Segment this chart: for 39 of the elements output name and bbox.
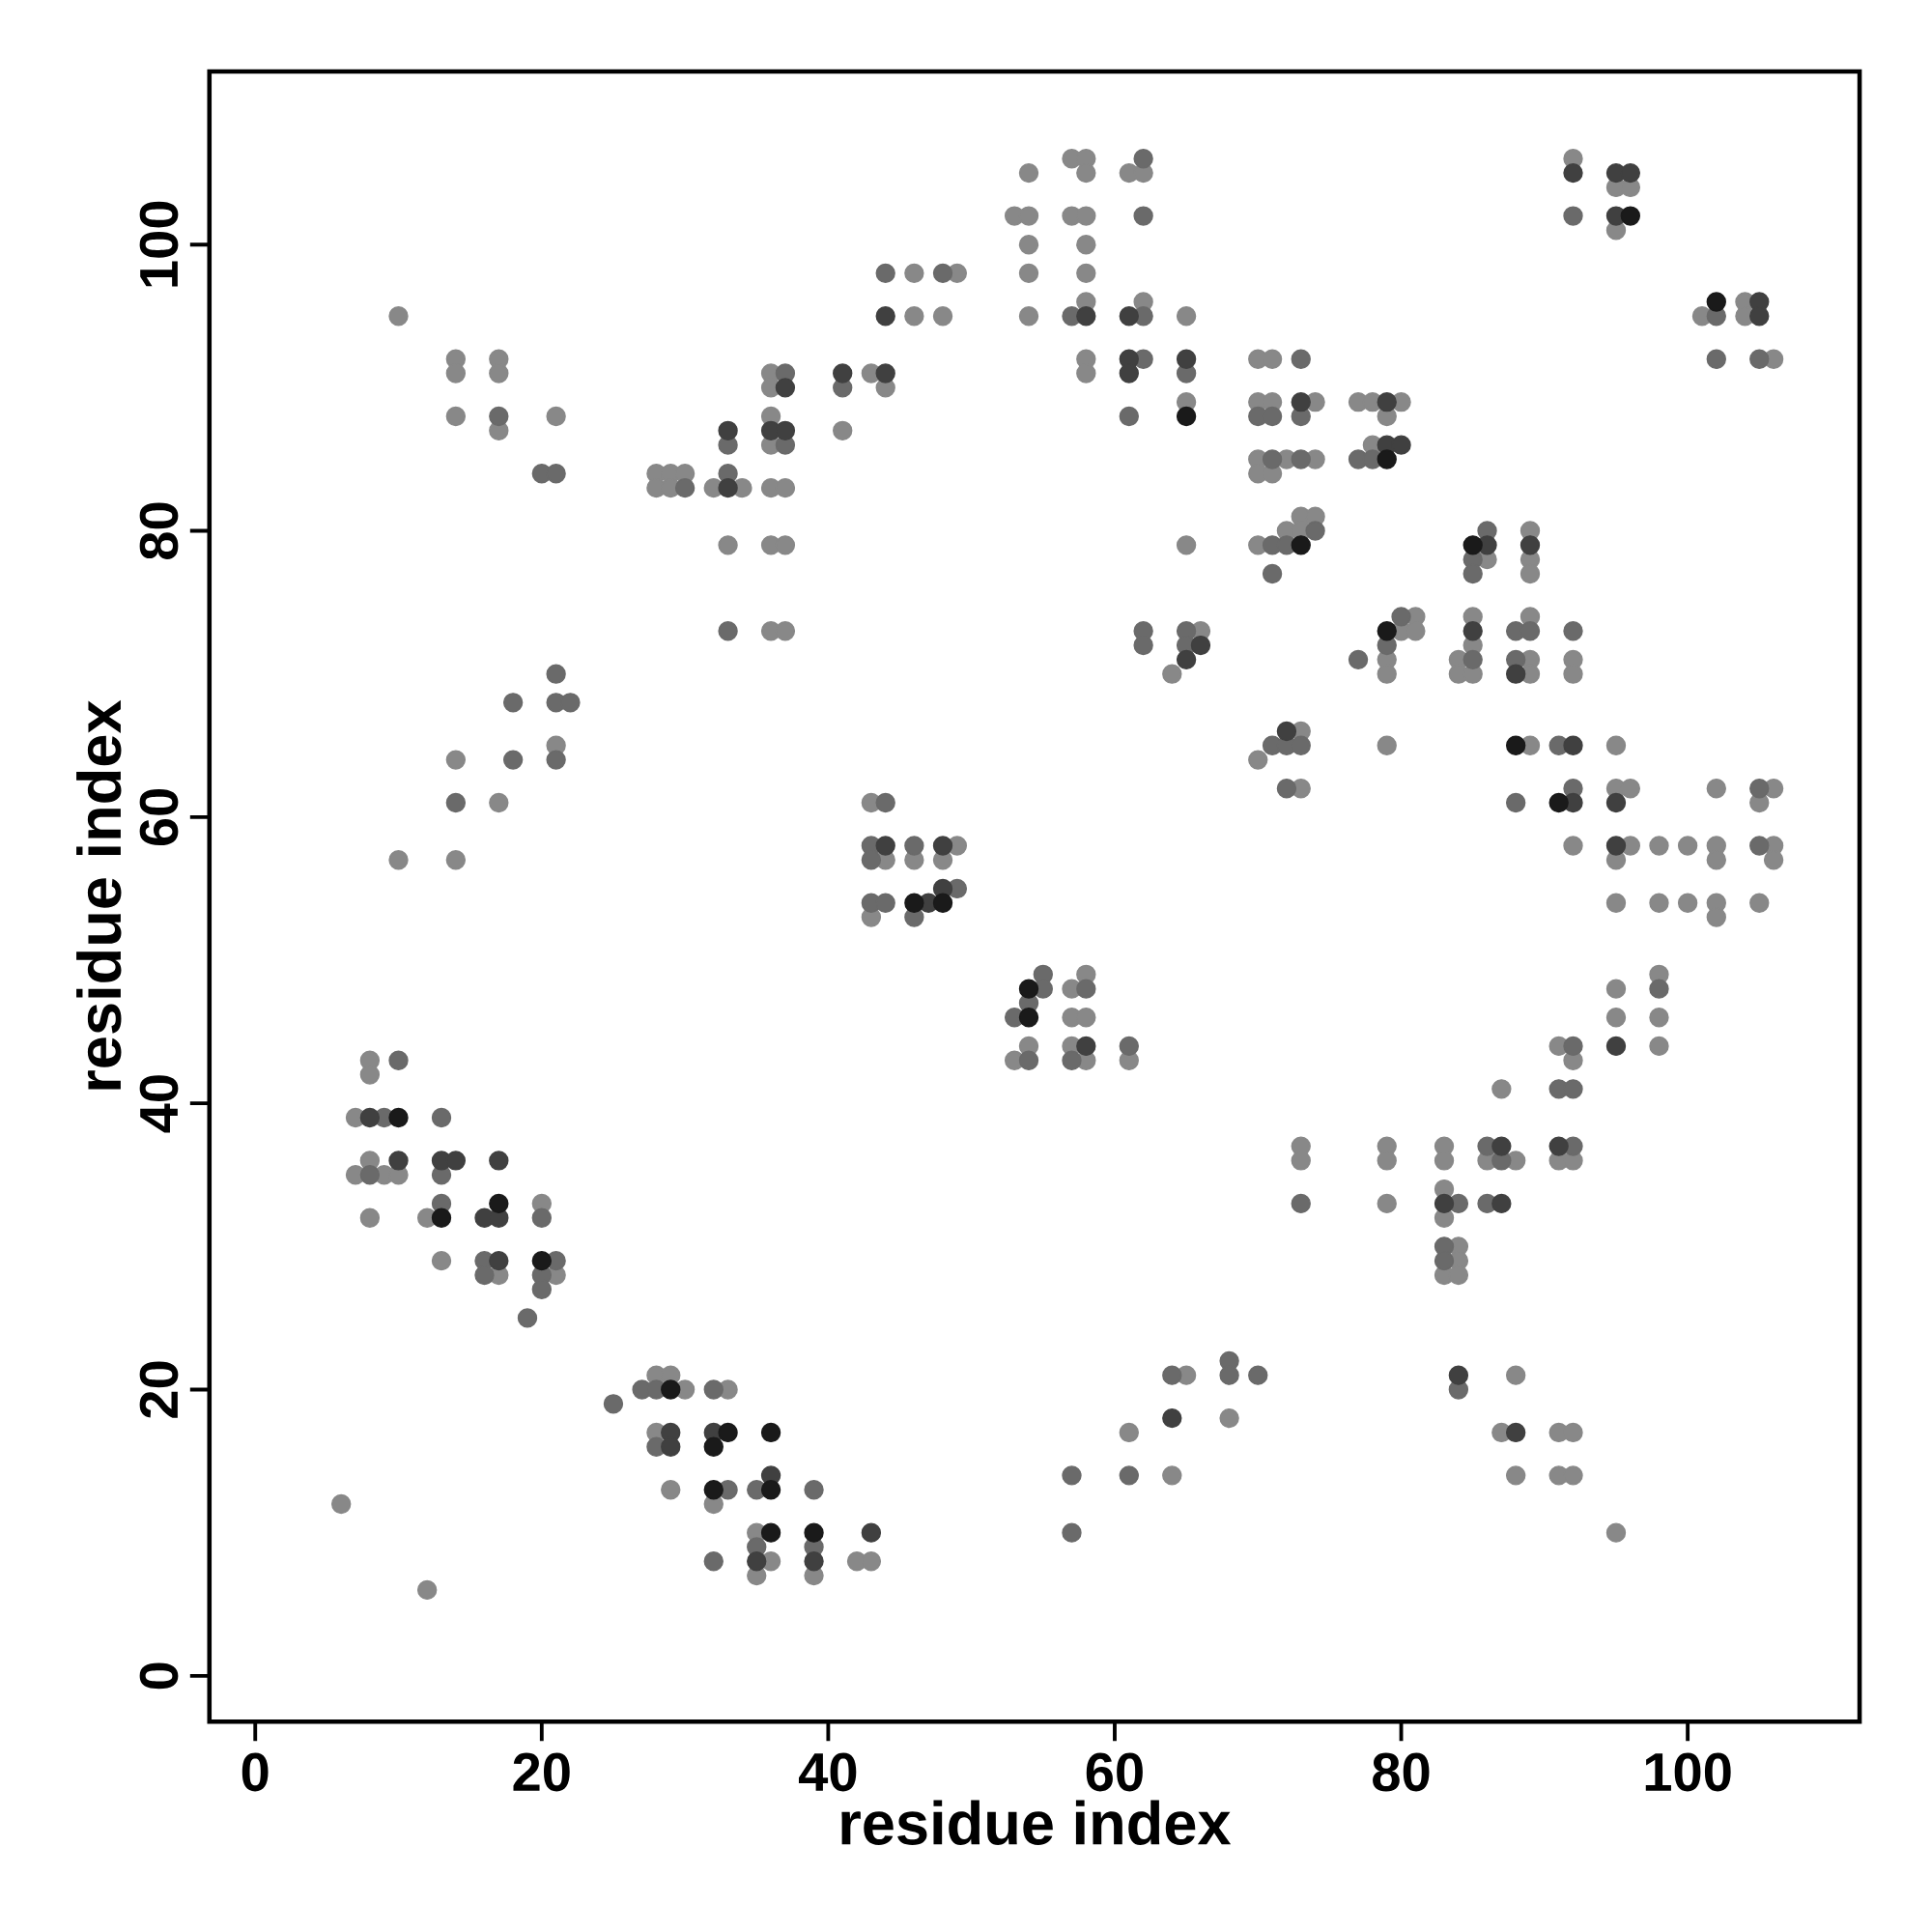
- point: [531, 1250, 552, 1271]
- point: [904, 893, 924, 913]
- point: [1377, 449, 1397, 469]
- point: [718, 1422, 738, 1443]
- x-tick-label: 20: [513, 1752, 570, 1792]
- point: [1176, 406, 1197, 427]
- x-tick-label: 100: [1645, 1752, 1731, 1792]
- y-tick-label: 20: [139, 1361, 179, 1418]
- point: [388, 1107, 409, 1128]
- point: [1548, 792, 1569, 813]
- y-tick-label: 0: [139, 1662, 179, 1690]
- point: [661, 1379, 681, 1400]
- x-tick-label: 60: [1086, 1752, 1143, 1792]
- point: [1018, 979, 1039, 999]
- point: [1620, 206, 1641, 226]
- point: [1506, 735, 1526, 755]
- point: [1291, 535, 1311, 555]
- point: [760, 1422, 781, 1443]
- point: [703, 1436, 724, 1457]
- point: [804, 1522, 824, 1543]
- x-tick-label: 80: [1373, 1752, 1430, 1792]
- x-tick-label: 0: [241, 1752, 269, 1792]
- x-tick-label: 40: [798, 1752, 857, 1792]
- point: [1706, 292, 1726, 312]
- point: [932, 893, 953, 913]
- point: [489, 1193, 509, 1214]
- y-tick-label: 60: [139, 788, 179, 846]
- point: [1377, 621, 1397, 641]
- point: [1462, 535, 1483, 555]
- point: [703, 1480, 724, 1500]
- y-axis-title: residue index: [76, 699, 122, 1090]
- y-tick-label: 80: [139, 502, 179, 559]
- y-tick-label: 100: [139, 201, 179, 287]
- y-tick-label: 40: [139, 1075, 179, 1133]
- point: [760, 1480, 781, 1500]
- point: [1018, 1008, 1039, 1028]
- point: [431, 1208, 452, 1228]
- x-axis-title: residue index: [841, 1800, 1232, 1845]
- point: [760, 1522, 781, 1543]
